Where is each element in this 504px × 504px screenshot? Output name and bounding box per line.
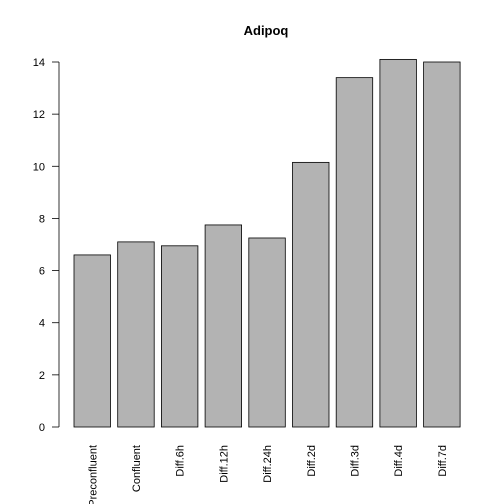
bar-diff-24h [248, 237, 286, 428]
y-axis: 0 2 4 6 8 10 12 14 [33, 57, 60, 434]
y-tick-label: 4 [39, 318, 45, 330]
y-tick-label: 2 [39, 370, 45, 382]
x-tick-label: Diff.7d [437, 445, 449, 477]
y-tick-label: 6 [39, 266, 45, 278]
bar-diff-7d [423, 61, 461, 428]
y-tick-label: 10 [33, 161, 45, 173]
y-tick-label: 8 [39, 213, 45, 225]
y-tick-label: 12 [33, 109, 45, 121]
x-tick-label: Diff.6h [175, 445, 187, 477]
x-tick-label: Diff.4d [393, 445, 405, 477]
bar-diff-6h [160, 245, 199, 428]
bar-diff-4d [379, 58, 417, 428]
x-tick-label: Diff.12h [218, 445, 230, 483]
y-tick-label: 14 [33, 57, 45, 69]
y-tick-label: 0 [39, 422, 45, 434]
x-tick-label: Diff.24h [262, 445, 274, 483]
bars [73, 58, 461, 428]
bar-diff-12h [204, 224, 243, 428]
x-tick-label: Preconfluent [87, 445, 99, 504]
chart-title: Adipoq [244, 23, 289, 38]
x-axis-labels: Preconfluent Confluent Diff.6h Diff.12h Diff… [87, 445, 449, 504]
bar-confluent [117, 241, 155, 428]
x-tick-label: Diff.2d [306, 445, 318, 477]
bar-diff-2d [292, 161, 330, 428]
x-tick-label: Confluent [131, 445, 143, 492]
bar-preconfluent [73, 254, 111, 428]
x-tick-label: Diff.3d [349, 445, 361, 477]
bar-diff-3d [335, 77, 374, 428]
